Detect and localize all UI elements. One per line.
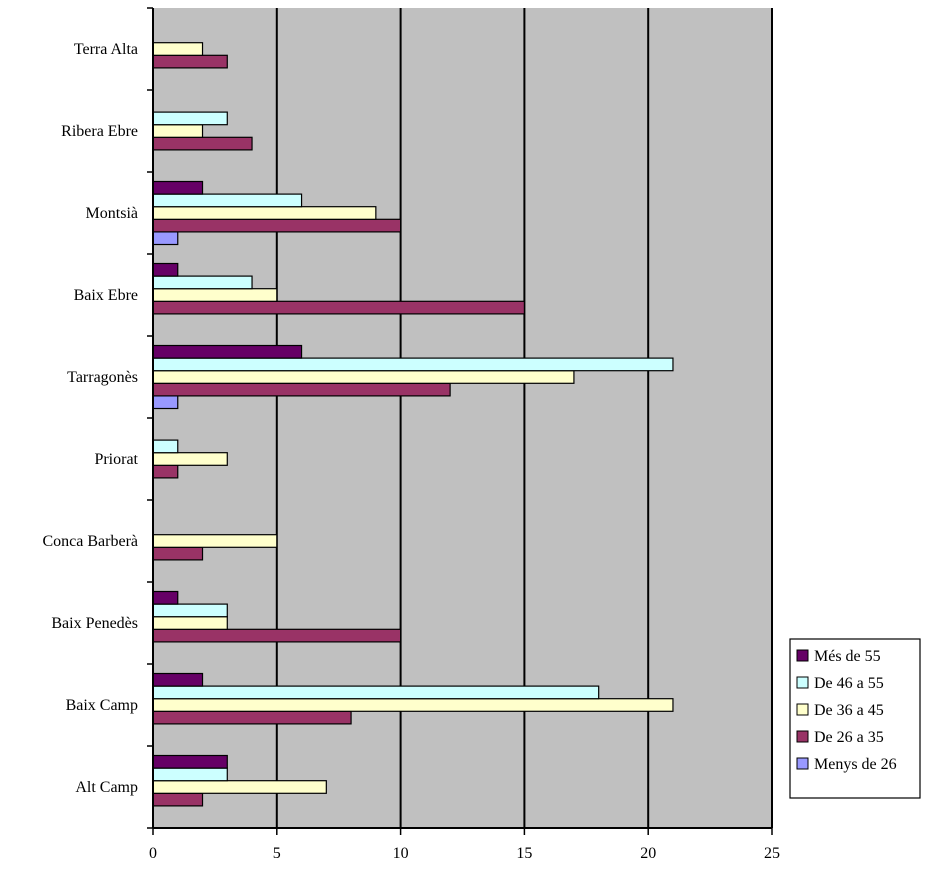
bar-montsi--2 bbox=[152, 218, 402, 233]
bar-montsi--1 bbox=[152, 231, 179, 246]
bars bbox=[152, 42, 674, 807]
bar-baix-camp-4 bbox=[152, 685, 600, 700]
legend: Més de 55 De 46 a 55 De 36 a 45 De 26 a 35 M… bbox=[789, 638, 921, 799]
legend-swatch bbox=[796, 730, 809, 743]
category-label: Montsià bbox=[86, 205, 138, 222]
legend-swatch bbox=[796, 649, 809, 662]
bar-baix-ebre-5 bbox=[152, 262, 179, 277]
x-tick-label: 25 bbox=[764, 845, 780, 862]
bar-baix-camp-2 bbox=[152, 710, 352, 725]
x-tick-label: 5 bbox=[273, 845, 281, 862]
x-tick-label: 0 bbox=[149, 845, 157, 862]
x-tick-labels: 0 5 10 15 20 25 bbox=[149, 845, 780, 862]
bar-alt-camp-2 bbox=[152, 792, 204, 807]
legend-label: De 26 a 35 bbox=[814, 729, 884, 746]
bar-ribera-ebre-3 bbox=[152, 124, 204, 138]
bar-baix-camp-3 bbox=[152, 698, 674, 712]
category-label: Conca Barberà bbox=[42, 533, 138, 550]
category-label: Baix Penedès bbox=[51, 615, 138, 632]
bar-alt-camp-5 bbox=[152, 754, 228, 769]
bar-ribera-ebre-4 bbox=[152, 111, 228, 126]
legend-swatch bbox=[796, 757, 809, 770]
legend-label: De 36 a 45 bbox=[814, 702, 884, 719]
bar-conca-barber--3 bbox=[152, 534, 278, 548]
bar-tarragon-s-4 bbox=[152, 357, 674, 372]
bar-baix-ebre-4 bbox=[152, 275, 253, 290]
legend-box bbox=[789, 638, 921, 799]
bar-baix-pened-s-5 bbox=[152, 590, 179, 605]
bar-priorat-3 bbox=[152, 452, 228, 466]
legend-label: Més de 55 bbox=[814, 648, 881, 665]
bar-priorat-4 bbox=[152, 439, 179, 454]
category-label: Baix Ebre bbox=[74, 287, 138, 304]
category-label: Terra Alta bbox=[74, 41, 138, 58]
bar-priorat-2 bbox=[152, 464, 179, 479]
category-label: Tarragonès bbox=[67, 369, 138, 386]
bar-baix-ebre-3 bbox=[152, 288, 278, 302]
x-tick-label: 20 bbox=[640, 845, 656, 862]
bar-tarragon-s-5 bbox=[152, 344, 303, 359]
bar-alt-camp-4 bbox=[152, 767, 228, 782]
bar-montsi--5 bbox=[152, 180, 204, 195]
category-label: Ribera Ebre bbox=[61, 123, 138, 140]
category-label: Priorat bbox=[94, 451, 138, 468]
bar-ribera-ebre-2 bbox=[152, 136, 253, 151]
bar-alt-camp-3 bbox=[152, 780, 327, 794]
axes bbox=[147, 7, 773, 835]
bar-tarragon-s-3 bbox=[152, 370, 575, 384]
x-tick-label: 15 bbox=[516, 845, 532, 862]
legend-swatch bbox=[796, 676, 809, 689]
category-labels: Alt Camp Baix Camp Baix Penedès Conca Barbe… bbox=[42, 41, 138, 796]
legend-label: Menys de 26 bbox=[814, 756, 897, 773]
bar-terra-alta-2 bbox=[152, 54, 228, 69]
legend-label: De 46 a 55 bbox=[814, 675, 884, 692]
bar-terra-alta-3 bbox=[152, 42, 204, 56]
bar-baix-ebre-2 bbox=[152, 300, 525, 315]
bar-tarragon-s-1 bbox=[152, 395, 179, 410]
category-label: Baix Camp bbox=[66, 697, 138, 714]
bar-montsi--4 bbox=[152, 193, 303, 208]
bar-montsi--3 bbox=[152, 206, 377, 220]
category-label: Alt Camp bbox=[75, 779, 138, 796]
x-tick-label: 10 bbox=[393, 845, 409, 862]
bar-baix-pened-s-2 bbox=[152, 628, 402, 643]
legend-swatch bbox=[796, 703, 809, 716]
bar-tarragon-s-2 bbox=[152, 382, 451, 397]
bar-baix-pened-s-3 bbox=[152, 616, 228, 630]
bar-baix-camp-5 bbox=[152, 672, 204, 687]
bar-baix-pened-s-4 bbox=[152, 603, 228, 618]
bar-conca-barber--2 bbox=[152, 546, 204, 561]
